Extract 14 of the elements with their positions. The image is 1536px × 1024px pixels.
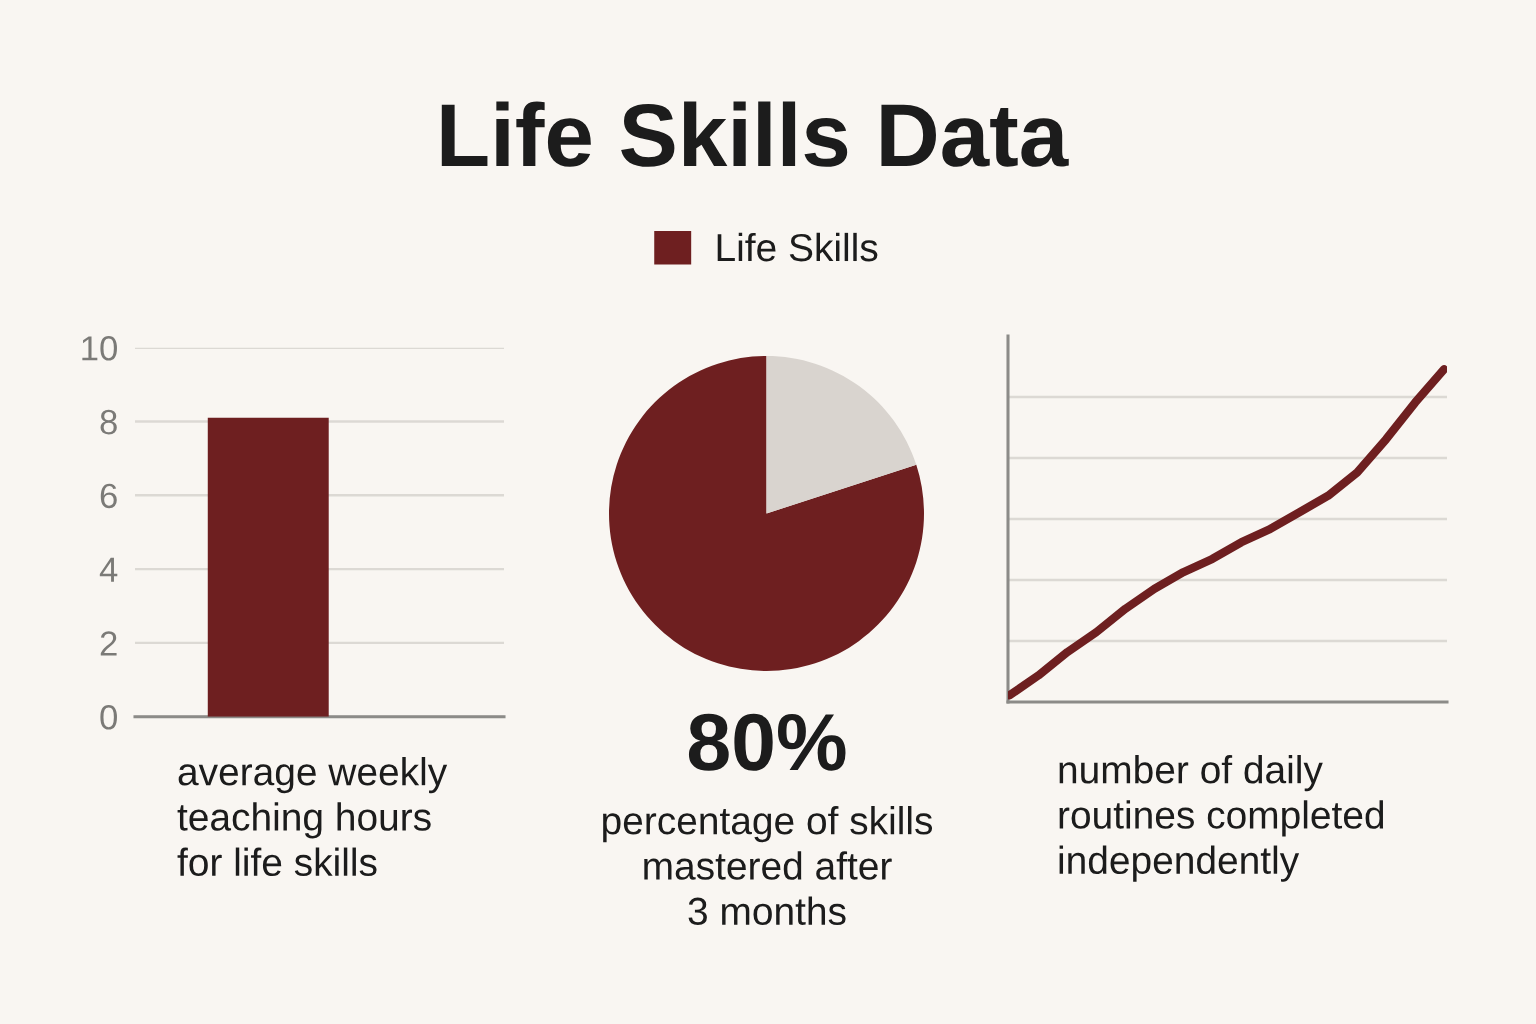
y-tick-label: 8 bbox=[100, 409, 117, 435]
pie-slice bbox=[766, 356, 917, 514]
y-tick-label: 4 bbox=[99, 557, 118, 582]
y-tick-label: 6 bbox=[100, 483, 117, 509]
data-label: 80% bbox=[688, 713, 846, 771]
y-tick-label: 0 bbox=[100, 705, 117, 730]
pie-slice bbox=[609, 356, 924, 671]
y-tick-label: 10 bbox=[82, 336, 117, 361]
chart-title: Life Skills Data bbox=[441, 101, 1069, 167]
x-axis-title: number of daily routines completed independently bbox=[1059, 755, 1384, 882]
text: percentage of skills mastered after 3 months bbox=[603, 806, 933, 926]
y-tick-label: 2 bbox=[100, 631, 117, 656]
legend-label: Life Skills bbox=[717, 232, 878, 262]
x-axis-title: average weekly teaching hours for life skills bbox=[177, 757, 448, 877]
